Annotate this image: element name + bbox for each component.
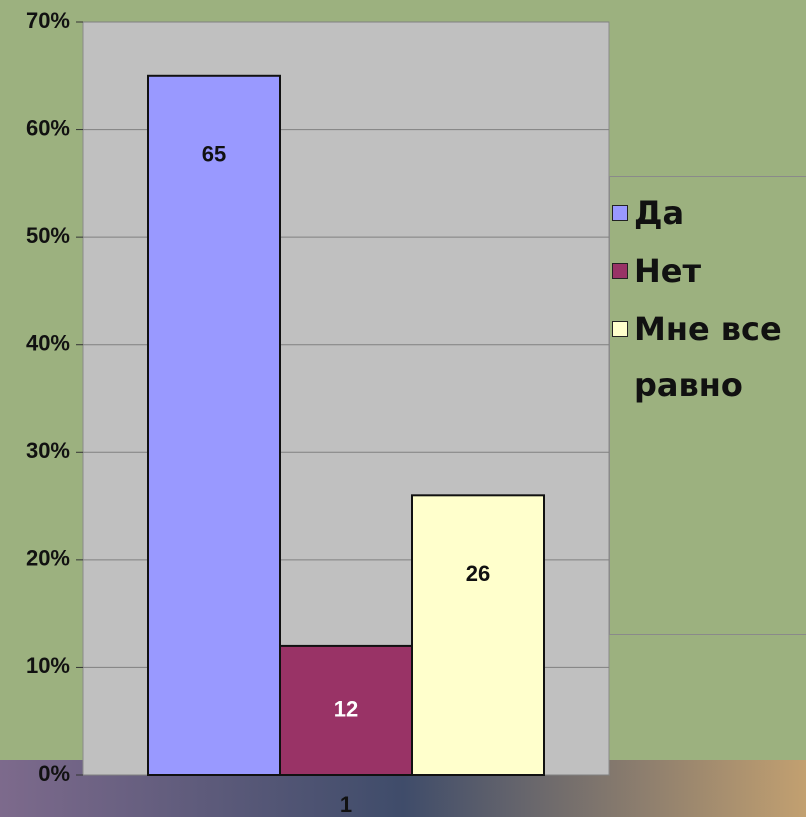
legend: Да Нет Мне все равно xyxy=(609,176,806,635)
data-label: 65 xyxy=(202,142,226,167)
y-tick-label: 60% xyxy=(26,115,70,140)
bar xyxy=(412,495,544,775)
y-tick-label: 40% xyxy=(26,331,70,356)
legend-swatch xyxy=(612,263,628,279)
y-tick-label: 70% xyxy=(26,8,70,33)
y-tick-label: 20% xyxy=(26,546,70,571)
data-label: 12 xyxy=(334,696,358,721)
legend-label: Нет xyxy=(634,252,701,290)
y-tick-label: 30% xyxy=(26,438,70,463)
legend-entry: Нет xyxy=(610,243,806,299)
legend-entry: Мне все равно xyxy=(610,301,806,413)
y-tick-label: 0% xyxy=(38,761,70,786)
legend-entry: Да xyxy=(610,185,806,241)
x-tick-label: 1 xyxy=(340,792,352,817)
page: 0% 10% 20% 30% 40% 50% 60% 70% 1 65 12 26 Да Нет Мне … xyxy=(0,0,806,817)
data-label: 26 xyxy=(466,561,490,586)
bar xyxy=(148,76,280,775)
y-tick-label: 10% xyxy=(26,653,70,678)
legend-swatch xyxy=(612,321,628,337)
legend-label: Да xyxy=(634,194,684,232)
legend-swatch xyxy=(612,205,628,221)
legend-label: Мне все равно xyxy=(634,310,782,404)
y-tick-label: 50% xyxy=(26,223,70,248)
